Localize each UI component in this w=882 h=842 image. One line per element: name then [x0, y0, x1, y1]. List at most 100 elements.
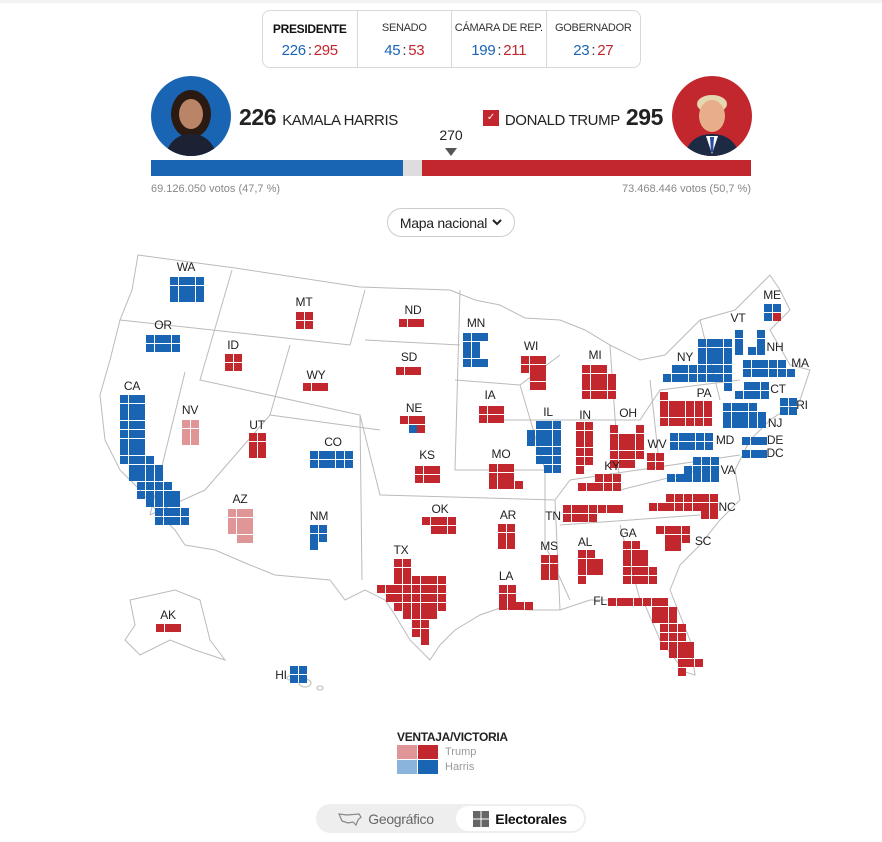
electoral-vote-cell-id[interactable] — [225, 362, 233, 371]
electoral-vote-cell-nc[interactable] — [692, 502, 701, 511]
tab-senado[interactable]: SENADO 45:53 — [358, 11, 452, 67]
electoral-vote-cell-oh[interactable] — [627, 451, 636, 460]
electoral-vote-cell-ga[interactable] — [623, 549, 631, 558]
electoral-vote-cell-sc[interactable] — [673, 526, 682, 534]
electoral-vote-cell-mi[interactable] — [590, 382, 599, 391]
electoral-vote-cell-tx[interactable] — [420, 611, 429, 620]
electoral-vote-cell-mo[interactable] — [489, 481, 497, 490]
electoral-vote-cell-ca[interactable] — [154, 490, 163, 499]
electoral-vote-cell-ct[interactable] — [752, 382, 761, 390]
electoral-vote-cell-nj[interactable] — [749, 411, 758, 420]
electoral-vote-cell-ak[interactable] — [164, 624, 173, 632]
electoral-vote-cell-nj[interactable] — [740, 420, 749, 429]
electoral-vote-cell-ct[interactable] — [761, 382, 770, 390]
electoral-vote-cell-va[interactable] — [701, 474, 710, 483]
electoral-vote-cell-wa[interactable] — [187, 285, 196, 294]
electoral-vote-cell-ga[interactable] — [623, 567, 631, 576]
electoral-vote-cell-pa[interactable] — [703, 409, 712, 418]
electoral-vote-cell-tx[interactable] — [437, 602, 446, 611]
electoral-vote-cell-mn[interactable] — [480, 333, 489, 341]
electoral-vote-cell-nv[interactable] — [190, 437, 199, 446]
electoral-vote-cell-mi[interactable] — [590, 391, 599, 400]
electoral-vote-cell-tx[interactable] — [411, 628, 420, 637]
electoral-vote-cell-ms[interactable] — [549, 563, 558, 572]
electoral-vote-cell-ca[interactable] — [137, 490, 146, 499]
electoral-vote-cell-ma[interactable] — [760, 360, 769, 368]
electoral-vote-cell-az[interactable] — [236, 509, 245, 517]
electoral-vote-cell-wa[interactable] — [170, 285, 178, 294]
electoral-vote-cell-ny[interactable] — [723, 339, 732, 347]
electoral-vote-cell-ny[interactable] — [663, 373, 671, 382]
electoral-vote-cell-ny[interactable] — [697, 373, 706, 382]
electoral-vote-cell-ny[interactable] — [715, 356, 724, 365]
electoral-vote-cell-ct[interactable] — [735, 390, 743, 399]
electoral-vote-cell-wa[interactable] — [178, 294, 187, 303]
electoral-vote-cell-oh[interactable] — [610, 442, 618, 451]
electoral-vote-cell-ca[interactable] — [154, 508, 163, 517]
electoral-vote-cell-ca[interactable] — [163, 490, 172, 499]
electoral-vote-cell-la[interactable] — [516, 602, 525, 611]
electoral-vote-cell-ca[interactable] — [172, 490, 181, 499]
electoral-vote-cell-mi[interactable] — [608, 382, 617, 391]
electoral-vote-cell-il[interactable] — [535, 455, 544, 464]
electoral-vote-cell-ca[interactable] — [137, 403, 146, 412]
electoral-vote-cell-nc[interactable] — [675, 494, 684, 502]
electoral-vote-cell-ky[interactable] — [604, 482, 613, 491]
electoral-vote-cell-md[interactable] — [687, 433, 696, 441]
electoral-vote-cell-in[interactable] — [584, 430, 593, 439]
electoral-vote-cell-ca[interactable] — [120, 395, 128, 403]
electoral-vote-cell-ri[interactable] — [780, 406, 788, 415]
electoral-vote-cell-fl[interactable] — [668, 650, 677, 659]
electoral-vote-cell-ca[interactable] — [120, 447, 128, 456]
electoral-vote-cell-nv[interactable] — [182, 420, 190, 428]
electoral-vote-cell-sc[interactable] — [664, 543, 673, 552]
electoral-vote-cell-fl[interactable] — [660, 615, 669, 624]
electoral-vote-cell-ia[interactable] — [479, 406, 487, 414]
electoral-vote-cell-pa[interactable] — [703, 418, 712, 427]
electoral-vote-cell-tx[interactable] — [403, 602, 412, 611]
electoral-vote-cell-mi[interactable] — [590, 373, 599, 382]
electoral-vote-cell-ma[interactable] — [769, 368, 778, 377]
electorales-toggle[interactable]: Electorales — [456, 806, 584, 831]
electoral-vote-cell-oh[interactable] — [610, 451, 618, 460]
electoral-vote-cell-nc[interactable] — [709, 511, 718, 520]
electoral-vote-cell-wv[interactable] — [647, 461, 655, 470]
electoral-vote-cell-md[interactable] — [696, 433, 705, 441]
electoral-vote-cell-md[interactable] — [704, 441, 713, 450]
electoral-vote-cell-pa[interactable] — [694, 418, 703, 427]
electoral-vote-cell-il[interactable] — [553, 421, 562, 429]
electoral-vote-cell-fl[interactable] — [686, 641, 695, 650]
electoral-vote-cell-ny[interactable] — [680, 365, 689, 374]
electoral-vote-cell-mi[interactable] — [599, 365, 608, 373]
electoral-vote-cell-pa[interactable] — [694, 409, 703, 418]
electoral-vote-cell-ny[interactable] — [697, 356, 706, 365]
electoral-vote-cell-nh[interactable] — [756, 347, 765, 356]
electoral-vote-cell-dc[interactable] — [759, 450, 768, 458]
electoral-vote-cell-ma[interactable] — [760, 368, 769, 377]
electoral-vote-cell-ms[interactable] — [541, 572, 549, 581]
electoral-vote-cell-ny[interactable] — [689, 373, 698, 382]
electoral-vote-cell-md[interactable] — [696, 441, 705, 450]
electoral-vote-cell-ca[interactable] — [137, 395, 146, 403]
electoral-vote-cell-va[interactable] — [710, 474, 719, 483]
electoral-vote-cell-sc[interactable] — [656, 526, 664, 534]
electoral-vote-cell-ca[interactable] — [172, 508, 181, 517]
electoral-vote-cell-in[interactable] — [576, 456, 584, 465]
electoral-vote-cell-la[interactable] — [499, 593, 507, 602]
electoral-vote-cell-nh[interactable] — [756, 338, 765, 347]
electoral-vote-cell-ky[interactable] — [612, 474, 621, 482]
electoral-vote-cell-ca[interactable] — [137, 482, 146, 490]
electoral-vote-cell-ne[interactable] — [417, 416, 426, 424]
electoral-vote-cell-md[interactable] — [704, 433, 713, 441]
electoral-vote-cell-fl[interactable] — [608, 598, 616, 606]
electoral-vote-cell-az[interactable] — [245, 526, 254, 535]
electoral-vote-cell-pa[interactable] — [660, 409, 668, 418]
electoral-vote-cell-id[interactable] — [233, 354, 242, 362]
electoral-vote-cell-or[interactable] — [154, 335, 163, 343]
electoral-vote-cell-ca[interactable] — [137, 464, 146, 473]
electoral-vote-cell-in[interactable] — [584, 456, 593, 465]
electoral-vote-cell-ga[interactable] — [640, 575, 649, 584]
electoral-vote-cell-fl[interactable] — [651, 606, 660, 615]
electoral-vote-cell-la[interactable] — [525, 602, 534, 611]
electoral-vote-cell-nc[interactable] — [683, 502, 692, 511]
